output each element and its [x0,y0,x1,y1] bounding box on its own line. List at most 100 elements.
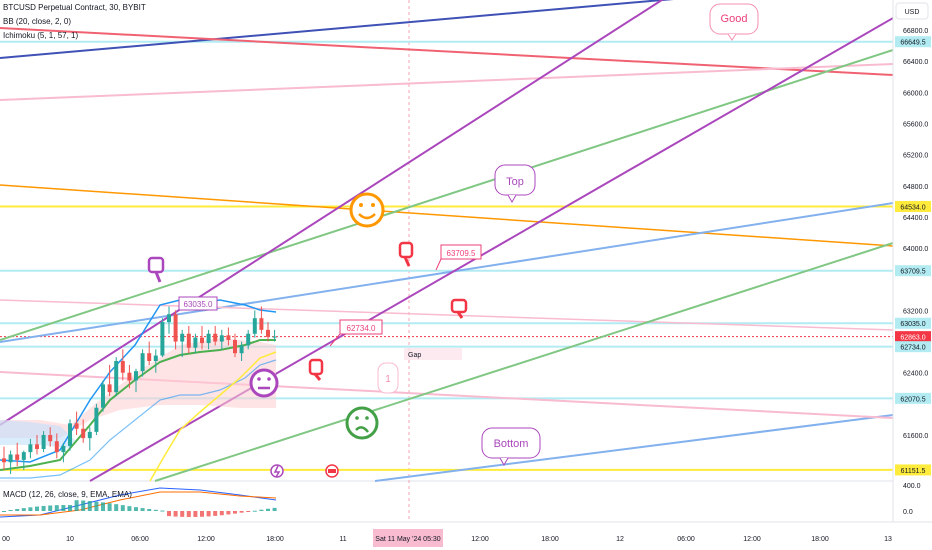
trendline-purple-upper[interactable] [0,0,665,426]
macd-bar [54,505,59,511]
candle-body [259,318,264,330]
candle-body [160,322,165,356]
ichimoku-cloud-bullish [0,420,75,448]
counter-text: 1 [385,374,391,385]
time-tick: 00 [2,536,10,543]
stickers [147,192,468,478]
hand-pointer-red-3-icon [308,358,324,381]
time-tick: 12:00 [197,536,215,543]
price-badge [895,341,931,353]
price-badge-text: 63035.0 [900,321,925,328]
good-callout[interactable]: Good [709,3,759,41]
plot-area[interactable] [0,0,893,522]
price-label-63035[interactable]: 63035.0 [178,296,218,311]
macd-bar [226,511,231,515]
macd-bar [35,506,39,511]
time-axis[interactable] [0,522,932,550]
trendline-orange[interactable] [0,184,894,247]
price-tick: 66800.0 [903,28,928,35]
time-tick-highlight: Sat 11 May '24 05:30 [375,536,441,543]
price-badge-text: 66649.5 [900,40,925,47]
bottom-callout[interactable]: Bottom [481,427,541,467]
macd-bar [2,511,6,512]
smiley-orange-icon [349,192,385,228]
price-tick: 64400.0 [903,215,928,222]
gap-box[interactable]: Gap [404,348,462,360]
macd-bar [246,511,251,512]
macd-bar [120,505,125,511]
price-badge [895,331,931,343]
annotations[interactable]: Good Top Bottom 1 63035.0 63709.5 [178,3,759,467]
candle-body [81,428,86,439]
time-tick: 18:00 [541,536,559,543]
price-label-62734-text: 62734.0 [347,324,376,333]
candle-body [48,435,53,442]
trendline-green-upper[interactable] [0,49,894,341]
trendline-pink-mid[interactable] [0,299,894,331]
candle-body [107,384,112,393]
candle-body [101,384,105,408]
gap-text: Gap [408,352,421,359]
macd-bar [68,505,72,511]
trendline-blue-lower[interactable] [374,414,894,482]
time-tick: 06:00 [677,536,695,543]
macd-bar [167,511,171,517]
symbol-legend[interactable]: BTCUSD Perpetual Contract, 30, BYBIT [3,3,146,12]
ichimoku-cloud [0,338,276,438]
macd-pane [0,487,277,518]
macd-legend[interactable]: MACD (12, 26, close, 9, EMA, EMA) [3,490,132,499]
price-badge-text: 64534.0 [900,204,925,211]
candle-body [213,333,218,342]
trendline-pink-upper[interactable] [0,63,894,101]
candle-body [15,454,20,460]
macd-bar [28,507,33,511]
trendline-navy[interactable] [0,0,685,59]
candle-body [193,337,198,348]
time-tick: 06:00 [131,536,149,543]
confused-face-green-icon [345,406,379,440]
price-tick: 62400.0 [903,371,928,378]
price-tick: 64000.0 [903,246,928,253]
price-badge-text: 61151.5 [901,468,926,475]
macd-bar [8,510,13,512]
price-label-62734[interactable]: 62734.0 [329,319,383,347]
time-tick: 18:00 [266,536,284,543]
candle-body [233,339,237,354]
price-label-63035-text: 63035.0 [184,300,213,309]
macd-bar [180,511,185,517]
macd-bar [200,511,204,517]
trend-lines[interactable] [0,0,901,482]
candle-body [266,329,270,337]
bottom-text: Bottom [494,438,529,450]
macd-bar [94,501,99,511]
candle-body [272,336,277,338]
candle-body [252,318,257,334]
candle-body [114,361,119,393]
candle-body [127,372,132,381]
price-badge [895,265,931,277]
candle-body [61,445,66,453]
bb-lower [0,359,277,479]
macd-bar [186,511,191,517]
currency-button[interactable]: USD [895,2,929,20]
price-tick: 63200.0 [903,308,928,315]
trendline-blue[interactable] [0,202,894,343]
candle-body [180,333,185,342]
candle-body [41,435,46,450]
trendline-red[interactable] [0,27,894,76]
candle-body [54,441,59,453]
candle-body [246,333,251,346]
trendline-green-lower[interactable] [154,242,894,482]
macd-bar [173,511,178,517]
ichimoku-legend[interactable]: Ichimoku (5, 1, 57, 1) [3,31,79,40]
macd-bar [127,506,132,511]
macd-bar [160,510,165,512]
top-callout[interactable]: Top [494,164,536,204]
macd-bar [239,511,244,513]
price-label-63709[interactable]: 63709.5 [435,244,482,271]
macd-bar [140,508,145,511]
candle-body [219,335,224,342]
counter-callout[interactable]: 1 [377,362,399,394]
bb-legend[interactable]: BB (20, close, 2, 0) [3,17,72,26]
